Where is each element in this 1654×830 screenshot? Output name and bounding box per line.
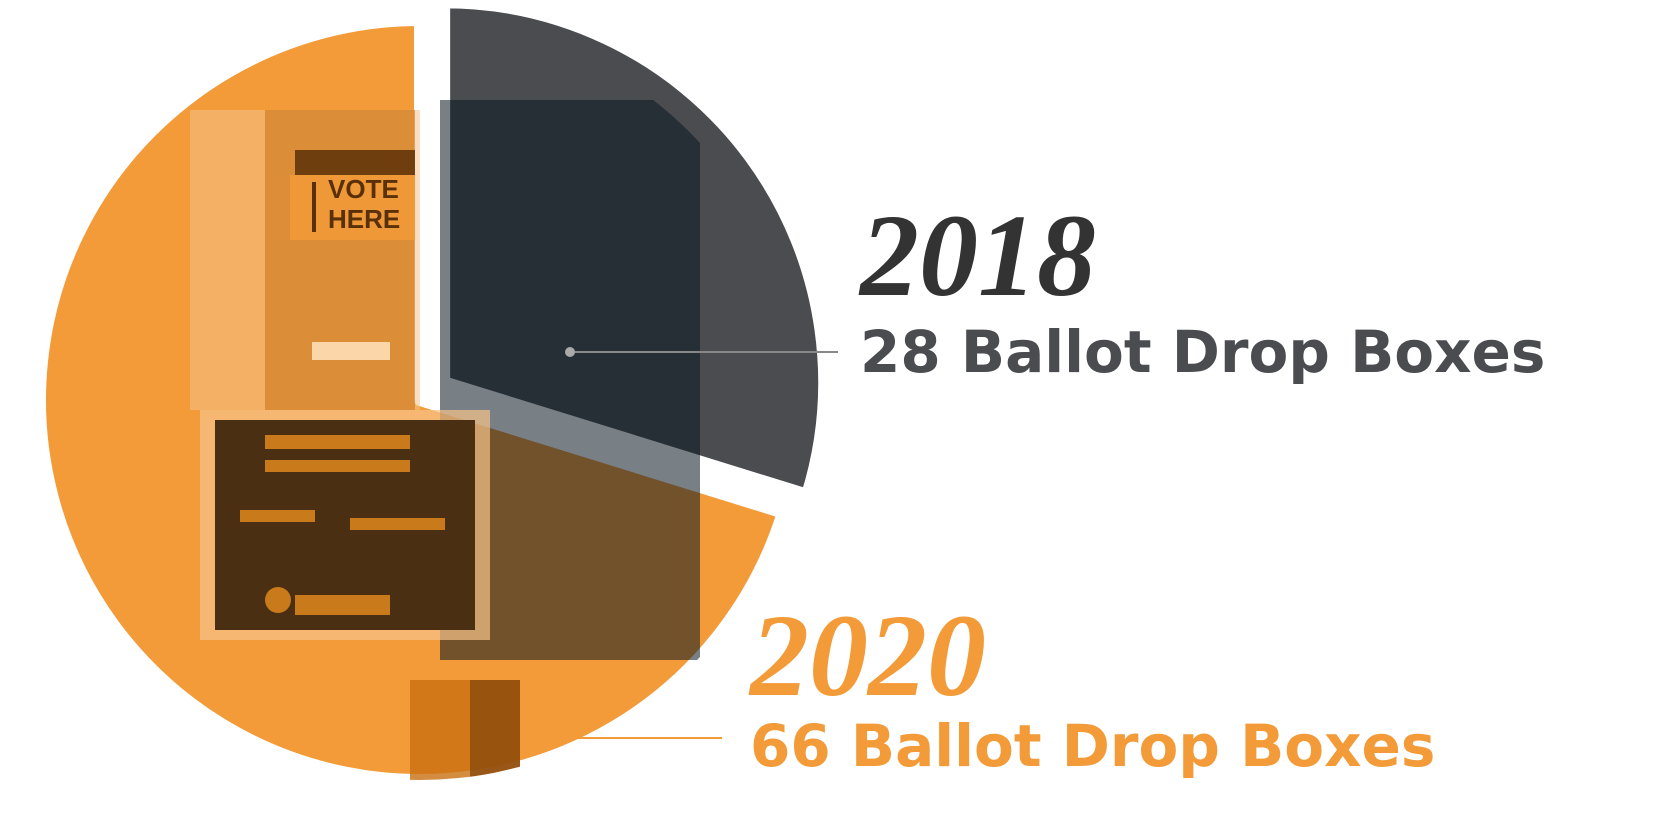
pie xyxy=(34,0,831,786)
panel-line xyxy=(265,435,410,449)
panel-line xyxy=(350,518,445,530)
value-label: 66 Ballot Drop Boxes xyxy=(750,712,1435,780)
post-shade xyxy=(470,680,520,780)
panel-line xyxy=(240,510,315,522)
slot xyxy=(295,150,415,175)
illustration: VOTE HERE xyxy=(190,100,700,780)
button xyxy=(312,342,390,360)
vote-text: HERE xyxy=(328,204,400,234)
panel-line xyxy=(295,595,390,615)
value-label: 28 Ballot Drop Boxes xyxy=(860,318,1545,386)
sign xyxy=(290,175,415,240)
leader-dot xyxy=(565,347,575,357)
year-label: 2018 xyxy=(858,190,1096,321)
panel-dot xyxy=(265,587,291,613)
panel-line xyxy=(265,460,410,472)
year-label: 2020 xyxy=(748,590,986,721)
vote-text: VOTE xyxy=(328,174,399,204)
